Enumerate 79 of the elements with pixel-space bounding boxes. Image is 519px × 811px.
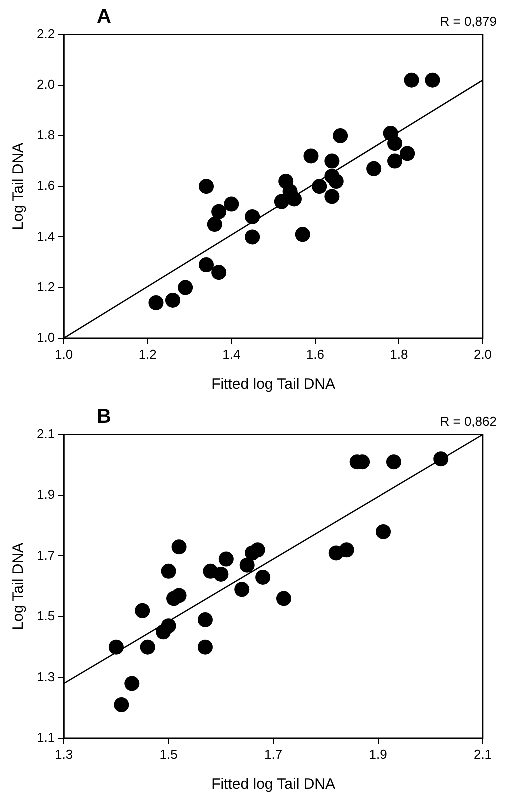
point: [234, 582, 250, 598]
point: [207, 217, 222, 232]
y-tick-label: 2.0: [36, 76, 56, 92]
point: [295, 227, 310, 242]
point: [425, 72, 440, 88]
y-tick-label: 2.2: [36, 26, 56, 42]
point: [224, 196, 240, 212]
y-tick-label: 1.9: [36, 487, 56, 502]
x-tick-label: 1.5: [160, 746, 178, 762]
point: [324, 154, 340, 169]
text: R = 0,862: [440, 414, 497, 429]
y-tick-label: 1.0: [36, 330, 56, 345]
point: [312, 179, 328, 194]
point: [148, 295, 164, 310]
y-tick-label: 2.1: [36, 426, 56, 442]
x-axis-title: Fitted log Tail DNA: [212, 776, 336, 794]
point: [333, 128, 348, 144]
text: R = 0,879: [440, 14, 497, 29]
y-axis-title: Log Tail DNA: [10, 542, 28, 630]
y-tick-label: 1.5: [36, 608, 56, 624]
point: [124, 676, 140, 692]
point: [366, 161, 382, 176]
y-tick-label: 1.8: [36, 128, 56, 143]
x-tick-label: 1.9: [369, 746, 388, 762]
point: [274, 194, 290, 210]
point: [276, 591, 292, 606]
x-tick-label: 1.6: [306, 346, 324, 362]
point: [165, 292, 180, 308]
x-axis-title: Fitted log Tail DNA: [212, 376, 336, 394]
point: [199, 258, 214, 273]
point: [198, 612, 213, 628]
y-tick-label: 1.2: [36, 279, 56, 294]
point: [386, 454, 402, 470]
point: [388, 154, 403, 169]
y-tick-label: 1.4: [36, 228, 56, 244]
point: [114, 698, 130, 713]
point: [256, 570, 271, 585]
x-tick-label: 1.4: [222, 346, 241, 362]
point: [161, 618, 176, 634]
point: [245, 209, 260, 224]
point: [161, 564, 176, 579]
point: [434, 452, 449, 467]
point: [199, 179, 214, 194]
point: [304, 148, 319, 164]
point: [214, 566, 229, 582]
point: [404, 72, 420, 88]
x-tick-label: 2.1: [474, 746, 492, 762]
chart-title: B: [97, 406, 112, 429]
y-tick-label: 1.6: [36, 178, 56, 194]
point: [339, 542, 354, 558]
point: [178, 280, 194, 296]
x-tick-label: 1.3: [55, 746, 74, 762]
chart-title: A: [97, 6, 112, 29]
point: [250, 542, 266, 558]
point: [108, 640, 124, 655]
point: [400, 146, 416, 162]
x-tick-label: 2.0: [474, 346, 492, 362]
point: [212, 204, 227, 220]
point: [172, 588, 187, 604]
x-tick-label: 1.2: [138, 346, 157, 362]
x-tick-label: 1.8: [390, 346, 408, 362]
x-tick-label: 1.7: [264, 746, 283, 762]
y-tick-label: 1.3: [36, 669, 56, 684]
point: [324, 189, 340, 204]
point: [328, 174, 344, 190]
point: [376, 524, 392, 540]
y-tick-label: 1.7: [36, 548, 56, 563]
x-tick-label: 1.0: [55, 346, 74, 362]
point: [198, 640, 213, 655]
y-axis-title: Log Tail DNA: [10, 142, 28, 230]
point: [212, 265, 227, 280]
point: [140, 640, 156, 655]
point: [240, 558, 255, 573]
point: [388, 136, 403, 152]
point: [218, 552, 234, 567]
y-tick-label: 1.1: [36, 730, 56, 745]
point: [172, 540, 187, 555]
point: [135, 603, 150, 618]
point: [245, 230, 260, 245]
